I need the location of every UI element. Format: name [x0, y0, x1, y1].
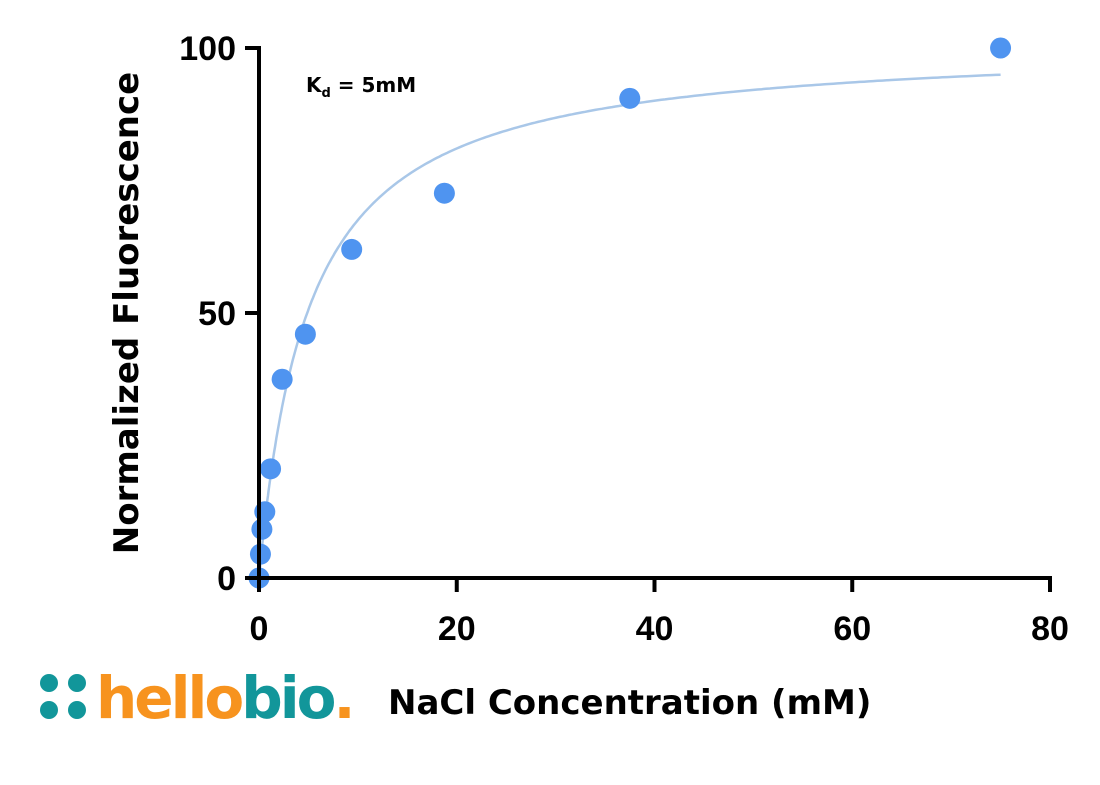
data-point	[619, 87, 641, 109]
x-tick-label: 60	[833, 610, 871, 648]
x-tick-label: 40	[636, 610, 674, 648]
hellobio-logo: hellobio.	[40, 664, 356, 732]
svg-text:hellobio.: hellobio.	[96, 664, 353, 732]
x-tick-label: 0	[250, 610, 269, 648]
x-tick-label: 80	[1031, 610, 1069, 648]
x-axis-label: NaCl Concentration (mM)	[388, 683, 871, 723]
data-point	[260, 458, 282, 480]
y-axis-label: Normalized Fluorescence	[107, 72, 147, 554]
data-point	[271, 368, 293, 390]
y-tick-label: 0	[217, 560, 236, 598]
data-point	[294, 323, 316, 345]
data-point	[341, 238, 363, 260]
x-tick-label: 20	[438, 610, 476, 648]
y-tick-label: 100	[179, 30, 236, 68]
y-tick-label: 50	[198, 295, 236, 333]
data-point	[433, 182, 455, 204]
fit-curve	[257, 73, 1001, 578]
kd-annotation: Kd = 5mM	[306, 73, 416, 101]
data-point	[990, 37, 1012, 59]
data-point	[251, 518, 273, 540]
